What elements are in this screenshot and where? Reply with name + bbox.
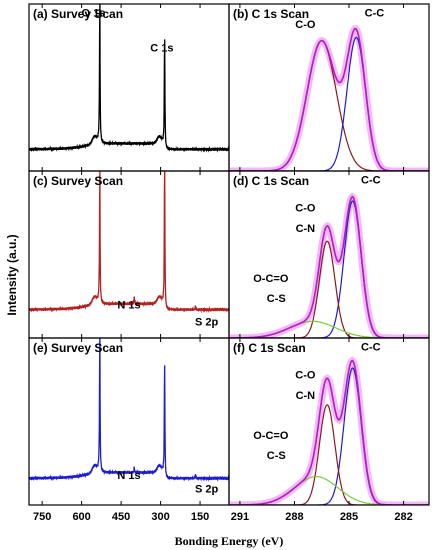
peak-label: C 1s bbox=[150, 42, 173, 54]
plot-area bbox=[229, 192, 429, 338]
peak-label: S 2p bbox=[195, 316, 219, 328]
component-c-c bbox=[229, 367, 429, 505]
panel-4: (d) C 1s Scan C-C C-O C-N O-C=O C-S bbox=[228, 170, 430, 339]
component-c-o bbox=[229, 240, 429, 338]
x-tick-label: 600 bbox=[72, 511, 90, 523]
panel-title: (f) C 1s Scan bbox=[233, 341, 306, 355]
peak-label: O 1s bbox=[82, 7, 106, 19]
plot-area bbox=[229, 356, 429, 505]
x-axis-label: Bonding Energy (eV) bbox=[175, 534, 284, 548]
x-tick-label: 285 bbox=[340, 511, 358, 523]
panel-title: (a) Survey Scan bbox=[33, 7, 123, 21]
panel-3: (c) Survey Scan N 1s S 2p bbox=[28, 170, 230, 339]
envelope-line bbox=[229, 359, 429, 505]
spectrum-line bbox=[29, 4, 229, 153]
peak-label: C-C bbox=[365, 7, 385, 19]
panel-title: (d) C 1s Scan bbox=[233, 174, 309, 188]
component-c-c bbox=[229, 200, 429, 338]
x-tick-label: 750 bbox=[33, 511, 51, 523]
plot-area bbox=[29, 338, 229, 482]
panel-title: (b) C 1s Scan bbox=[233, 7, 309, 21]
x-tick-label: 150 bbox=[191, 511, 209, 523]
x-tick-label: 288 bbox=[285, 511, 303, 523]
peak-label: N 1s bbox=[117, 300, 140, 312]
envelope-line bbox=[229, 195, 429, 338]
x-tick-label: 282 bbox=[394, 511, 412, 523]
plot-area bbox=[229, 25, 429, 171]
component-c-c bbox=[229, 36, 429, 171]
component-c-o bbox=[229, 404, 429, 505]
peak-label: O-C=O bbox=[253, 430, 289, 442]
peak-label: N 1s bbox=[117, 470, 140, 482]
panel-title: (e) Survey Scan bbox=[33, 341, 123, 355]
peak-label: C-N bbox=[296, 390, 316, 402]
peak-label: S 2p bbox=[195, 483, 219, 495]
peak-label: O-C=O bbox=[253, 273, 289, 285]
panel-frame bbox=[228, 337, 430, 506]
peak-label: C-O bbox=[295, 19, 316, 31]
x-tick-label: 291 bbox=[231, 511, 249, 523]
peak-label: C-C bbox=[361, 174, 381, 186]
spectrum-line bbox=[29, 338, 229, 482]
peak-label: C-N bbox=[296, 223, 316, 235]
plot-area bbox=[29, 171, 229, 314]
spectrum-line bbox=[29, 171, 229, 314]
panel-title: (c) Survey Scan bbox=[33, 174, 123, 188]
x-tick-label: 300 bbox=[151, 511, 169, 523]
y-axis-label: Intensity (a.u.) bbox=[5, 234, 19, 315]
peak-label: C-S bbox=[267, 293, 286, 305]
peak-label: C-O bbox=[295, 370, 316, 382]
panel-6: (f) C 1s Scan C-C C-O C-N O-C=O C-S 291 288 285 2… bbox=[228, 337, 430, 523]
x-tick-label: 450 bbox=[112, 511, 130, 523]
peak-label: C-S bbox=[267, 450, 286, 462]
peak-label: C-O bbox=[295, 203, 316, 215]
plot-area bbox=[29, 4, 229, 153]
envelope-line bbox=[229, 27, 429, 171]
peak-label: C-C bbox=[361, 341, 381, 353]
